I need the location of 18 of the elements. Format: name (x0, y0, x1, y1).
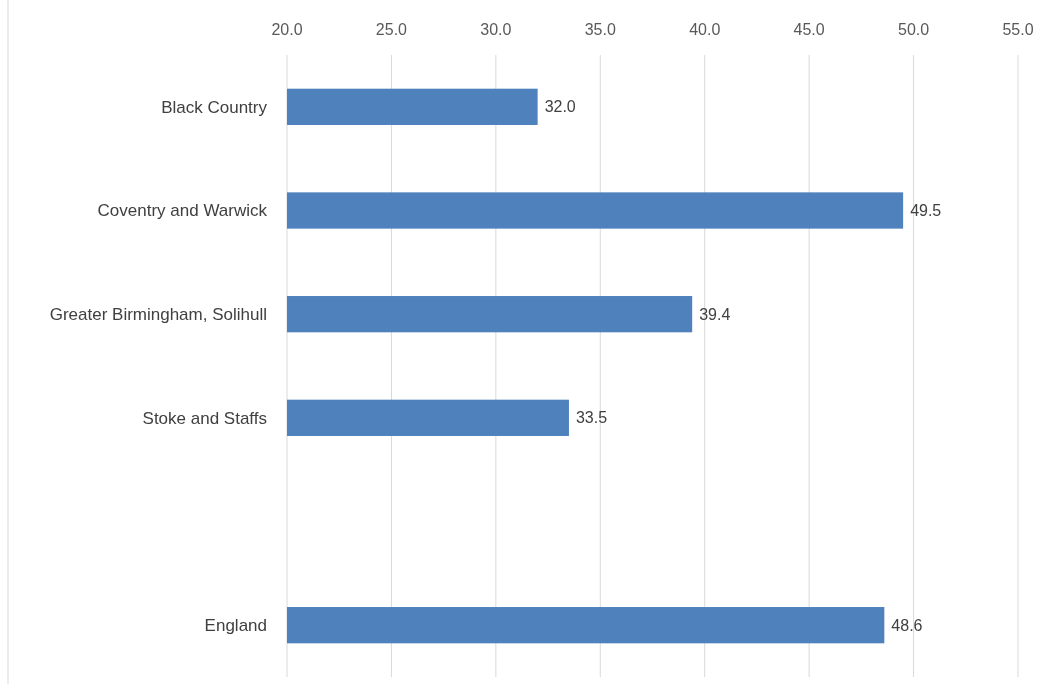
x-tick-label: 40.0 (689, 21, 721, 38)
data-label: 39.4 (699, 305, 731, 323)
x-tick-label: 25.0 (375, 21, 408, 38)
x-tick-label: 30.0 (480, 21, 512, 38)
y-tick-label: Coventry and Warwick (97, 201, 268, 221)
x-tick-label: 35.0 (584, 21, 616, 38)
y-tick-label: Black Country (161, 97, 268, 117)
y-tick-label: Stoke and Staffs (142, 408, 267, 428)
data-label: 48.6 (891, 616, 923, 634)
x-tick-label: 20.0 (271, 21, 303, 38)
x-tick-label: 50.0 (898, 21, 930, 38)
y-tick-label: England (204, 616, 267, 636)
x-tick-label: 45.0 (793, 21, 825, 38)
data-label: 49.5 (910, 202, 942, 220)
data-label: 33.5 (575, 409, 608, 427)
y-tick-label: Greater Birmingham, Solihull (49, 305, 267, 325)
x-tick-label: 55.0 (1002, 21, 1034, 38)
data-label: 32.0 (544, 98, 576, 116)
